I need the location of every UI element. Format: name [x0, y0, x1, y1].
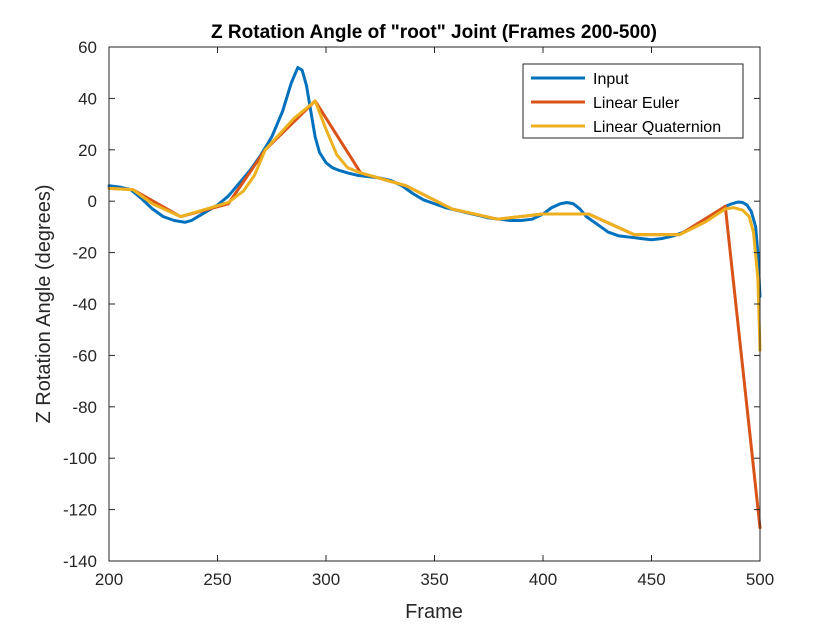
y-tick-label: -140	[63, 552, 97, 571]
x-tick-label: 350	[420, 570, 448, 589]
y-tick-label: -20	[72, 244, 97, 263]
chart-title: Z Rotation Angle of "root" Joint (Frames…	[211, 22, 657, 43]
x-axis-label: Frame	[405, 601, 463, 623]
y-tick-label: 60	[78, 38, 97, 57]
y-tick-label: 20	[78, 141, 97, 160]
legend: Input Linear Euler Linear Quaternion	[522, 63, 744, 139]
x-tick-label: 300	[312, 570, 340, 589]
x-tick-label: 400	[529, 570, 557, 589]
x-tick-label: 500	[746, 570, 774, 589]
x-tick-label: 200	[95, 570, 123, 589]
y-axis-label: Z Rotation Angle (degrees)	[33, 184, 55, 423]
y-tick-label: -80	[72, 398, 97, 417]
series-layer	[107, 66, 762, 530]
legend-label-input: Input	[593, 71, 629, 88]
y-tick-label: 0	[88, 192, 97, 211]
y-tick-label: -40	[72, 295, 97, 314]
y-tick-label: -60	[72, 346, 97, 365]
y-tick-label: -120	[63, 501, 97, 520]
x-tick-label: 450	[637, 570, 665, 589]
legend-label-linear-quaternion: Linear Quaternion	[593, 119, 721, 136]
legend-label-linear-euler: Linear Euler	[593, 95, 680, 112]
y-axis-ticks: -140 -120 -100 -80 -60 -40 -20 0 20 40 60	[63, 38, 760, 571]
legend-entries: Input Linear Euler Linear Quaternion	[531, 71, 721, 136]
x-axis-ticks: 200 250 300 350 400 450 500	[95, 47, 774, 589]
y-tick-label: -100	[63, 449, 97, 468]
x-tick-label: 250	[203, 570, 231, 589]
series-line-linear-quaternion	[107, 99, 762, 352]
y-tick-label: 40	[78, 89, 97, 108]
